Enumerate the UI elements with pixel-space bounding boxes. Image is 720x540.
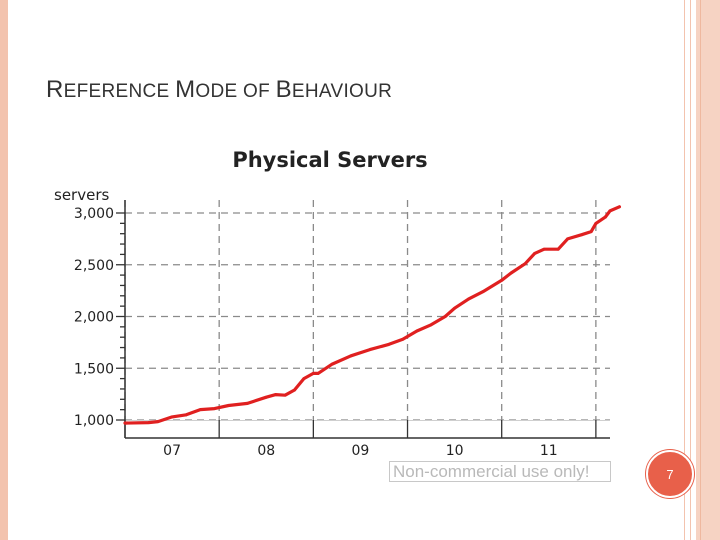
x-tick-label: 08: [257, 443, 275, 459]
series-line: [123, 205, 621, 425]
watermark: Non-commercial use only!: [389, 461, 611, 482]
y-tick-label: 1,500: [74, 361, 114, 377]
data-point: [283, 393, 287, 397]
y-tick-label: 2,500: [74, 258, 114, 274]
slide-title-part: EHAVIOUR: [291, 81, 393, 102]
data-point: [198, 408, 202, 412]
data-point: [349, 354, 353, 358]
data-point: [500, 278, 504, 282]
data-point: [523, 262, 527, 266]
data-point: [213, 407, 216, 411]
data-point: [184, 413, 188, 417]
slide-border-line: [684, 0, 685, 540]
data-point: [618, 205, 621, 209]
y-tick-label: 2,000: [74, 310, 114, 326]
data-point: [542, 247, 546, 251]
data-point: [443, 315, 447, 318]
data-point: [246, 402, 249, 405]
slide-title-part: B: [275, 76, 292, 103]
data-point: [274, 393, 278, 397]
data-point: [608, 209, 612, 213]
data-point: [415, 329, 419, 333]
data-point: [227, 404, 230, 407]
x-tick-label: 11: [540, 443, 558, 459]
x-tick-label: 09: [352, 443, 370, 459]
slide-border-line: [700, 0, 701, 540]
data-point: [147, 421, 150, 424]
data-point: [330, 362, 334, 366]
slide-border-line: [690, 0, 691, 540]
data-point: [311, 372, 315, 375]
slide-border-left: [0, 0, 8, 540]
slide-title-part: ODE OF: [195, 81, 276, 102]
data-point: [580, 233, 584, 237]
data-point: [387, 343, 391, 346]
chart-title: Physical Servers: [232, 148, 427, 172]
data-point: [368, 348, 372, 352]
x-tick-label: 10: [446, 443, 464, 459]
data-point: [533, 251, 537, 255]
page-number-badge: 7: [646, 450, 694, 498]
slide-title-part: M: [175, 76, 196, 103]
data-point: [264, 395, 268, 399]
data-point: [170, 415, 174, 419]
x-tick-label: 07: [163, 443, 181, 459]
data-point: [594, 221, 598, 225]
data-point: [589, 230, 593, 234]
y-axis-label: servers: [54, 186, 109, 204]
slide-title-part: R: [46, 76, 64, 103]
y-tick-label: 3,000: [74, 206, 114, 222]
data-point: [293, 388, 296, 392]
data-point: [556, 247, 560, 251]
data-point: [603, 215, 607, 219]
data-point: [566, 237, 570, 241]
y-tick-label: 1,000: [74, 413, 114, 429]
data-point: [509, 271, 513, 275]
data-point: [429, 323, 433, 327]
slide-title: REFERENCE MODE OF BEHAVIOUR: [46, 76, 392, 104]
data-point: [481, 290, 485, 294]
data-point: [156, 420, 160, 423]
data-point: [453, 306, 457, 310]
data-point: [302, 377, 306, 380]
data-point: [123, 421, 127, 425]
data-point: [316, 372, 320, 375]
data-point: [467, 297, 471, 301]
data-point: [401, 337, 405, 341]
slide-title-part: EFERENCE: [63, 81, 176, 102]
